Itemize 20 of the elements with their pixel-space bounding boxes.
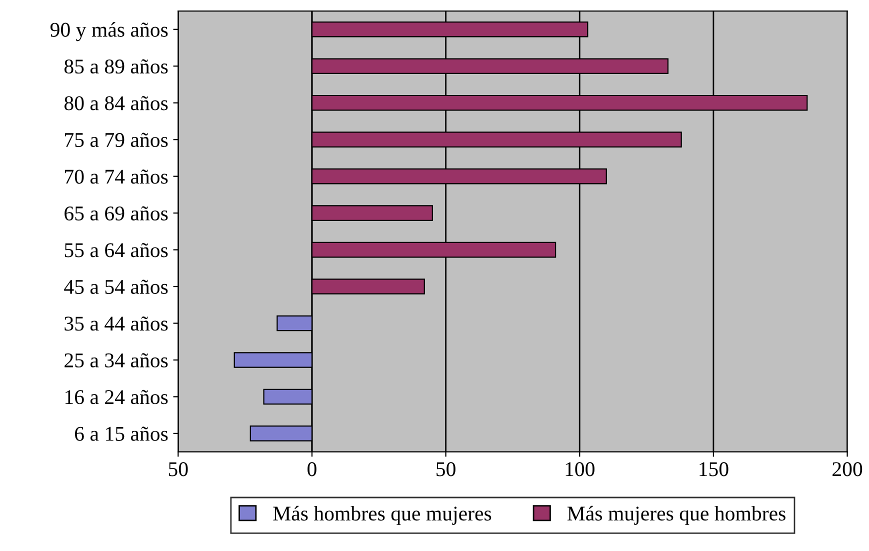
y-tick-label: 25 a 34 años bbox=[64, 353, 168, 368]
y-tick-label: 6 a 15 años bbox=[75, 426, 168, 441]
x-tick-label: 50 bbox=[436, 462, 456, 476]
y-tick-label: 65 a 69 años bbox=[64, 206, 168, 220]
y-tick-label: 16 a 24 años bbox=[66, 390, 168, 404]
y-tick-label: 70 a 74 años bbox=[65, 170, 168, 184]
y-tick-label: 35 a 44 años bbox=[64, 316, 168, 331]
y-tick-label: 75 a 79 años bbox=[65, 132, 168, 148]
x-tick-label: 0 bbox=[308, 462, 316, 476]
x-tick-label: 150 bbox=[700, 462, 728, 476]
x-tick-label: 100 bbox=[566, 462, 594, 476]
x-tick-label: 50 bbox=[168, 462, 188, 476]
legend-label: Más hombres que mujeres bbox=[273, 506, 492, 525]
y-tick-label: 80 a 84 años bbox=[64, 96, 168, 110]
y-tick-label: 45 a 54 años bbox=[64, 280, 168, 294]
y-tick-label: 55 a 64 años bbox=[64, 242, 168, 258]
y-tick-label: 85 a 89 años bbox=[64, 59, 168, 74]
x-tick-label: 200 bbox=[832, 462, 862, 476]
y-tick-label: 90 y más años bbox=[50, 22, 168, 42]
legend-label: Más mujeres que hombres bbox=[567, 506, 786, 525]
